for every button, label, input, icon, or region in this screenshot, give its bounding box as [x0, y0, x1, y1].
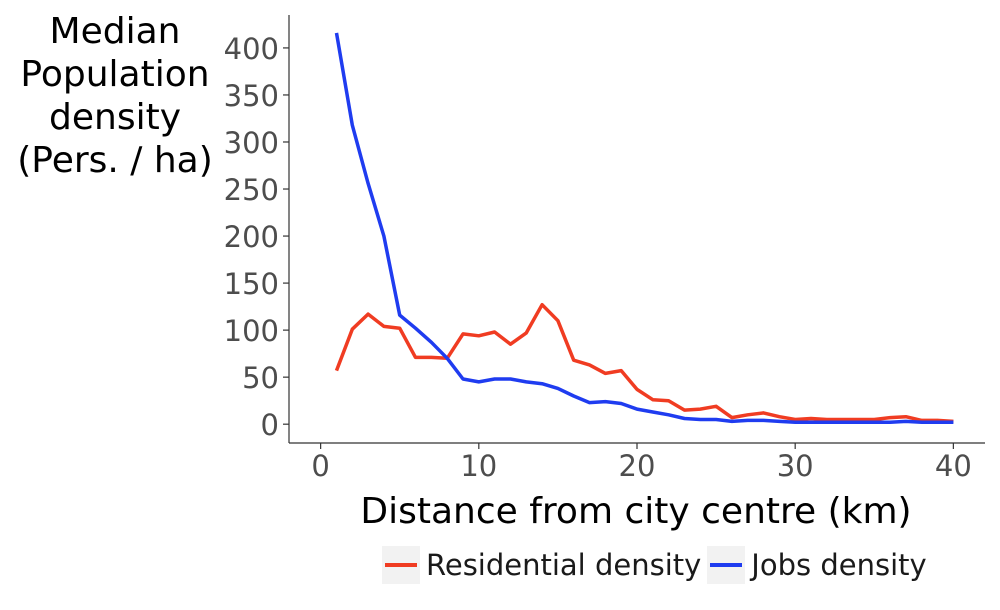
axes: 0 50 100 150 200 250 300 350 400 0 10 20 30 40	[224, 15, 985, 483]
y-tick-label: 150	[224, 267, 279, 301]
legend-line-residential	[385, 563, 417, 567]
series-layer	[334, 32, 954, 425]
y-axis-title-line-4: (Pers. / ha)	[17, 140, 213, 181]
legend-item-residential: Residential density	[382, 546, 701, 584]
x-tick-label: 10	[460, 449, 497, 483]
x-tick-label: 30	[777, 449, 814, 483]
y-tick-label: 300	[224, 126, 279, 160]
series-line-residential	[334, 302, 954, 424]
x-tick-label: 40	[935, 449, 972, 483]
y-tick-label: 250	[224, 173, 279, 207]
legend-label-jobs: Jobs density	[751, 548, 927, 582]
series-line-jobs	[334, 32, 954, 425]
y-tick-label: 350	[224, 79, 279, 113]
legend-key-jobs	[707, 546, 746, 584]
x-axis-title: Distance from city centre (km)	[360, 491, 911, 532]
y-axis-title-line-3: density	[49, 97, 181, 138]
legend-key-residential	[382, 546, 420, 584]
y-axis-title-line-2: Population	[20, 54, 210, 95]
y-tick-label: 50	[242, 361, 279, 395]
x-tick-label: 0	[311, 449, 329, 483]
legend-line-jobs	[710, 563, 743, 567]
y-tick-label: 100	[224, 314, 279, 348]
legend-item-jobs: Jobs density	[707, 546, 927, 584]
x-tick-label: 20	[619, 449, 656, 483]
y-tick-label: 0	[261, 408, 279, 442]
y-axis-title-line-1: Median	[49, 11, 181, 52]
legend: Residential density Jobs density	[382, 546, 933, 584]
y-tick-label: 200	[224, 220, 279, 254]
legend-label-residential: Residential density	[426, 548, 702, 582]
y-tick-label: 400	[224, 32, 279, 66]
